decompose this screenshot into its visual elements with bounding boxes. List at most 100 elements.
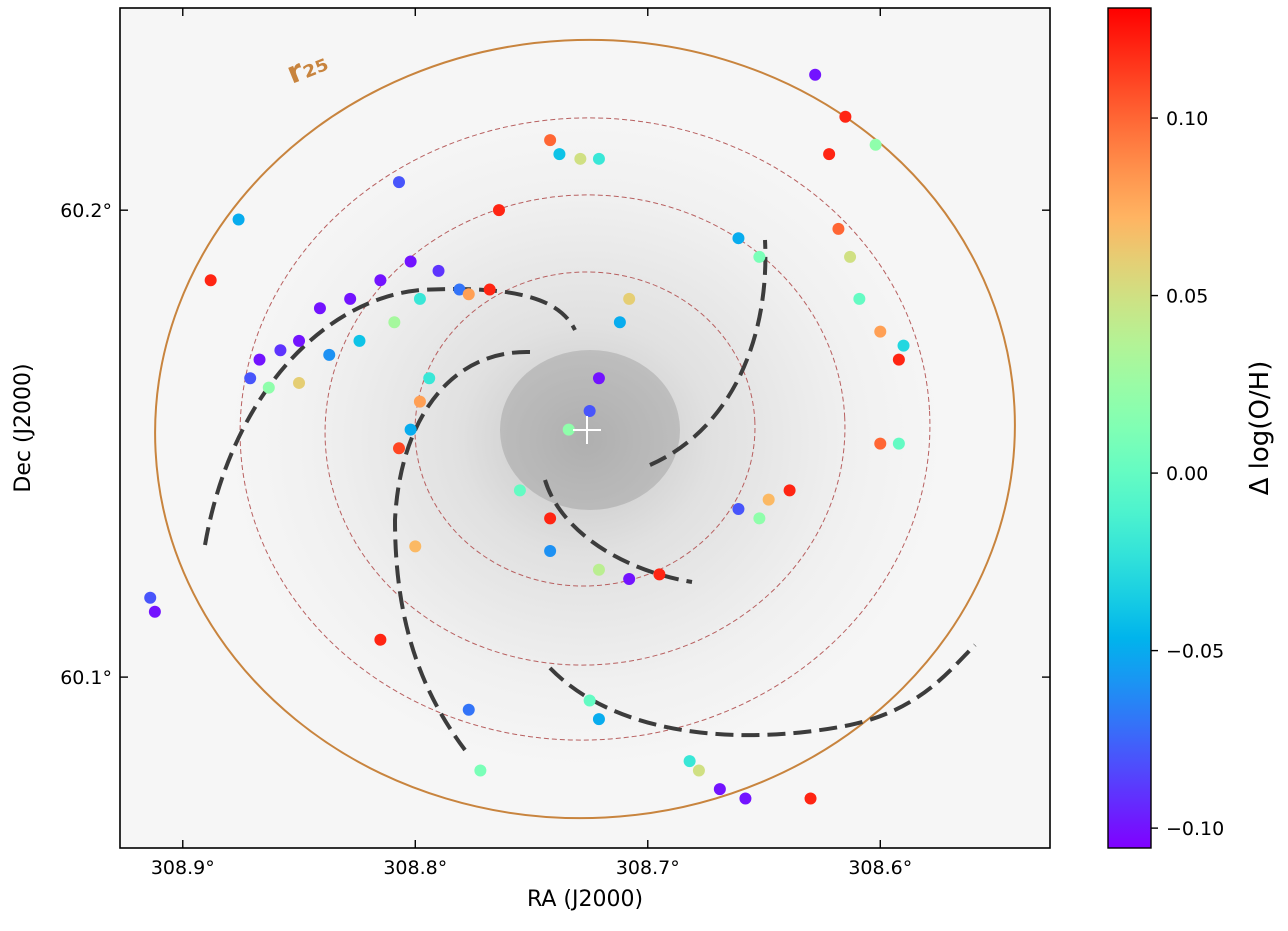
hii-region (583, 404, 596, 417)
hii-region (623, 292, 636, 305)
hii-region (562, 423, 575, 436)
hii-region (232, 213, 245, 226)
hii-region (462, 703, 475, 716)
x-tick-label: 308.9° (151, 857, 215, 879)
galaxy-image (225, 110, 945, 770)
hii-region (732, 232, 745, 245)
arm (543, 479, 693, 584)
hii-region (853, 292, 866, 305)
ring (239, 117, 931, 741)
hii-region (323, 348, 336, 361)
axes: 308.9° 308.8° 308.7° 308.6° 60.1° 60.2° (60, 8, 1050, 879)
hii-region (204, 274, 217, 287)
colorbar-axis: 0.10 0.05 0.00 −0.05 −0.10 (1151, 108, 1224, 840)
hii-region (293, 376, 306, 389)
hii-region (393, 176, 405, 189)
colorbar-tick-label: −0.10 (1166, 818, 1224, 840)
hii-region (892, 353, 905, 366)
hii-region (583, 694, 596, 707)
hii-region (592, 372, 605, 385)
colorbar-tick-label: 0.05 (1166, 286, 1208, 308)
r25-ellipse (154, 38, 1016, 820)
hii-region (293, 334, 306, 347)
hii-region (713, 783, 726, 796)
hii-region (553, 148, 566, 161)
hii-region (897, 339, 910, 352)
spiral-arms (203, 239, 977, 752)
colorbar-label: Δ log(O/H) (1245, 361, 1275, 496)
hii-region (432, 264, 445, 277)
y-tick-label: 60.2° (60, 200, 112, 222)
hii-region (739, 792, 752, 805)
hii-region (869, 138, 882, 151)
colorbar (1107, 7, 1152, 849)
hii-region (809, 68, 822, 81)
hii-region (692, 764, 705, 777)
hii-region (462, 288, 475, 301)
hii-region (423, 372, 436, 385)
hii-region (148, 605, 161, 618)
hii-region (313, 302, 326, 315)
hii-region (574, 152, 587, 165)
hii-region (544, 134, 557, 147)
hii-region (244, 372, 257, 385)
colorbar-tick-label: 0.00 (1166, 463, 1208, 485)
hii-region (144, 591, 157, 604)
hii-region (874, 437, 887, 450)
hii-region (832, 222, 845, 235)
y-tick-label: 60.1° (60, 667, 112, 689)
hii-region (393, 442, 405, 455)
hii-region (804, 792, 817, 805)
hii-region (262, 381, 275, 394)
plot-frame (119, 7, 1051, 849)
hii-region (253, 353, 266, 366)
hii-region (823, 148, 836, 161)
hii-region (874, 325, 887, 338)
ring (414, 271, 756, 587)
hii-region (783, 484, 796, 497)
hii-region (544, 512, 557, 525)
ring (324, 194, 846, 666)
points (144, 68, 910, 805)
hii-region (353, 334, 366, 347)
hii-region (413, 395, 426, 408)
x-tick-label: 308.8° (383, 857, 447, 879)
arm (392, 349, 531, 752)
hii-region (374, 633, 387, 646)
hii-region (653, 568, 666, 581)
hii-region (388, 316, 401, 329)
hii-region (753, 512, 766, 525)
hii-region (483, 283, 496, 296)
hii-region (513, 484, 526, 497)
arm (548, 643, 977, 738)
hii-region (413, 292, 426, 305)
hii-region (753, 250, 766, 263)
colorbar-tick-label: 0.10 (1166, 108, 1208, 130)
hii-region (844, 250, 857, 263)
x-tick-label: 308.6° (848, 857, 912, 879)
hii-region (623, 573, 636, 586)
colorbar-tick-label: −0.05 (1166, 641, 1224, 663)
arm (203, 287, 577, 546)
hii-region (492, 204, 505, 217)
hii-region (453, 283, 466, 296)
hii-region (474, 764, 487, 777)
hii-region (839, 110, 852, 123)
hii-region (762, 493, 775, 506)
hii-region (592, 713, 605, 726)
center-marker (573, 416, 601, 444)
hii-region (404, 423, 417, 436)
x-axis-label: RA (J2000) (527, 887, 643, 912)
hii-region (344, 292, 357, 305)
hii-region (274, 344, 287, 357)
hii-region (544, 545, 557, 558)
y-axis-label: Dec (J2000) (11, 363, 36, 492)
x-tick-label: 308.7° (616, 857, 680, 879)
hii-region (592, 152, 605, 165)
hii-region (613, 316, 626, 329)
hii-region (404, 255, 417, 268)
hii-region (683, 755, 696, 768)
hii-region (409, 540, 422, 553)
hii-region (592, 563, 605, 576)
